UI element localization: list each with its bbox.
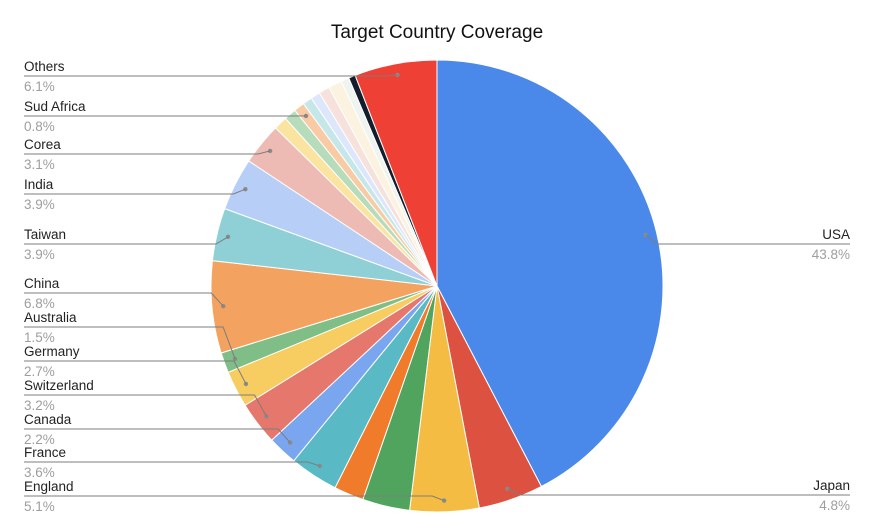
leader-line-canada (24, 428, 291, 443)
slice-percent-corea: 3.1% (24, 157, 55, 172)
slice-label-china: China (24, 276, 60, 291)
leader-line-australia (24, 326, 236, 360)
leader-line-germany (24, 360, 247, 385)
slice-label-taiwan: Taiwan (24, 227, 66, 242)
slice-percent-japan: 4.8% (819, 498, 850, 513)
slice-percent-switzerland: 3.2% (24, 398, 55, 413)
leader-line-china (24, 292, 224, 307)
slice-percent-others: 6.1% (24, 79, 55, 94)
slice-percent-france: 3.6% (24, 465, 55, 480)
slice-labels: USA 43.8% Japan 4.8% England 5.1% France 3.6% Ca… (24, 59, 850, 514)
pie-slice-others (354, 59, 438, 287)
slice-percent-india: 3.9% (24, 197, 55, 212)
slice-percent-england: 5.1% (24, 499, 55, 514)
leader-dot-france (317, 463, 323, 469)
slice-percent-australia: 1.5% (24, 330, 55, 345)
slice-label-usa: USA (822, 227, 850, 242)
leader-lines (24, 72, 850, 503)
pie-slice-usa (436, 59, 664, 488)
slice-label-canada: Canada (24, 412, 72, 427)
chart-title: Target Country Coverage (331, 22, 543, 43)
leader-line-japan (507, 488, 850, 496)
slice-percent-germany: 2.7% (24, 364, 55, 379)
leader-dot-corea (267, 148, 273, 154)
leader-line-switzerland (24, 394, 267, 417)
slice-label-england: England (24, 479, 74, 494)
slice-label-others: Others (24, 59, 65, 74)
slice-label-sud-africa: Sud Africa (24, 99, 86, 114)
slice-percent-sud-africa: 0.8% (24, 119, 55, 134)
leader-line-corea (24, 150, 271, 155)
slice-percent-usa: 43.8% (812, 247, 850, 262)
leader-line-others (24, 74, 398, 77)
leader-line-taiwan (24, 236, 229, 245)
leader-line-england (24, 495, 445, 502)
slice-label-corea: Corea (24, 137, 61, 152)
slice-label-australia: Australia (24, 310, 77, 325)
leader-line-france (24, 461, 320, 467)
leader-line-usa (645, 234, 850, 245)
slice-label-india: India (24, 177, 54, 192)
leader-dot-taiwan (225, 234, 231, 240)
pie-slices (210, 59, 664, 513)
slice-percent-taiwan: 3.9% (24, 247, 55, 262)
slice-label-germany: Germany (24, 344, 80, 359)
leader-dot-others (395, 72, 400, 78)
slice-percent-canada: 2.2% (24, 432, 55, 447)
slice-label-france: France (24, 445, 66, 460)
leader-line-india (24, 188, 246, 195)
slice-label-switzerland: Switzerland (24, 378, 94, 393)
slice-percent-china: 6.8% (24, 296, 55, 311)
slice-label-japan: Japan (813, 478, 850, 493)
